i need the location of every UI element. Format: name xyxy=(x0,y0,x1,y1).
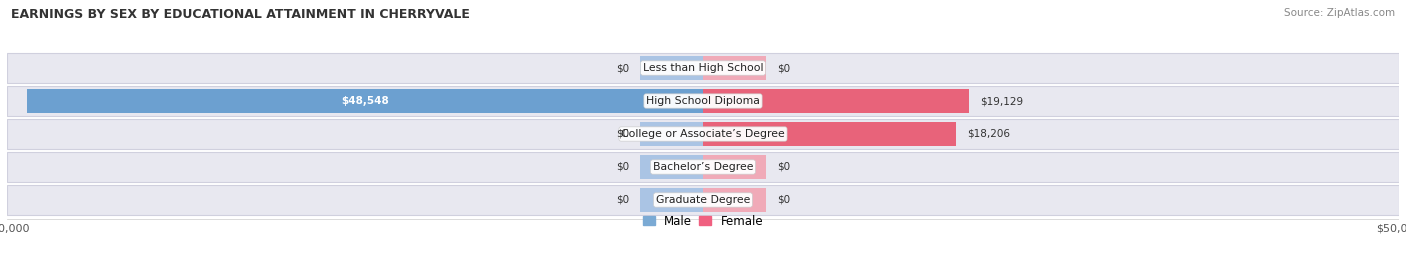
Text: $0: $0 xyxy=(616,129,630,139)
Bar xyxy=(640,188,703,212)
Text: $18,206: $18,206 xyxy=(967,129,1011,139)
Text: EARNINGS BY SEX BY EDUCATIONAL ATTAINMENT IN CHERRYVALE: EARNINGS BY SEX BY EDUCATIONAL ATTAINMEN… xyxy=(11,8,470,21)
Bar xyxy=(703,155,766,179)
Text: $0: $0 xyxy=(616,195,630,205)
Text: $0: $0 xyxy=(616,63,630,73)
Text: High School Diploma: High School Diploma xyxy=(647,96,759,106)
Bar xyxy=(7,53,1399,83)
Bar xyxy=(640,155,703,179)
Text: Source: ZipAtlas.com: Source: ZipAtlas.com xyxy=(1284,8,1395,18)
Text: Less than High School: Less than High School xyxy=(643,63,763,73)
Bar xyxy=(7,86,1399,116)
Text: College or Associate’s Degree: College or Associate’s Degree xyxy=(621,129,785,139)
Text: $48,548: $48,548 xyxy=(342,96,389,106)
Text: $0: $0 xyxy=(776,195,790,205)
Bar xyxy=(640,56,703,80)
Legend: Male, Female: Male, Female xyxy=(643,215,763,228)
Text: Bachelor’s Degree: Bachelor’s Degree xyxy=(652,162,754,172)
Bar xyxy=(703,122,956,146)
Text: $19,129: $19,129 xyxy=(980,96,1024,106)
Text: $0: $0 xyxy=(616,162,630,172)
Bar xyxy=(7,152,1399,182)
Bar xyxy=(640,122,703,146)
Bar xyxy=(703,89,969,113)
Bar xyxy=(27,89,703,113)
Bar xyxy=(7,119,1399,149)
Bar xyxy=(7,185,1399,215)
Text: Graduate Degree: Graduate Degree xyxy=(655,195,751,205)
Text: $0: $0 xyxy=(776,162,790,172)
Bar xyxy=(703,56,766,80)
Text: $0: $0 xyxy=(776,63,790,73)
Bar xyxy=(703,188,766,212)
